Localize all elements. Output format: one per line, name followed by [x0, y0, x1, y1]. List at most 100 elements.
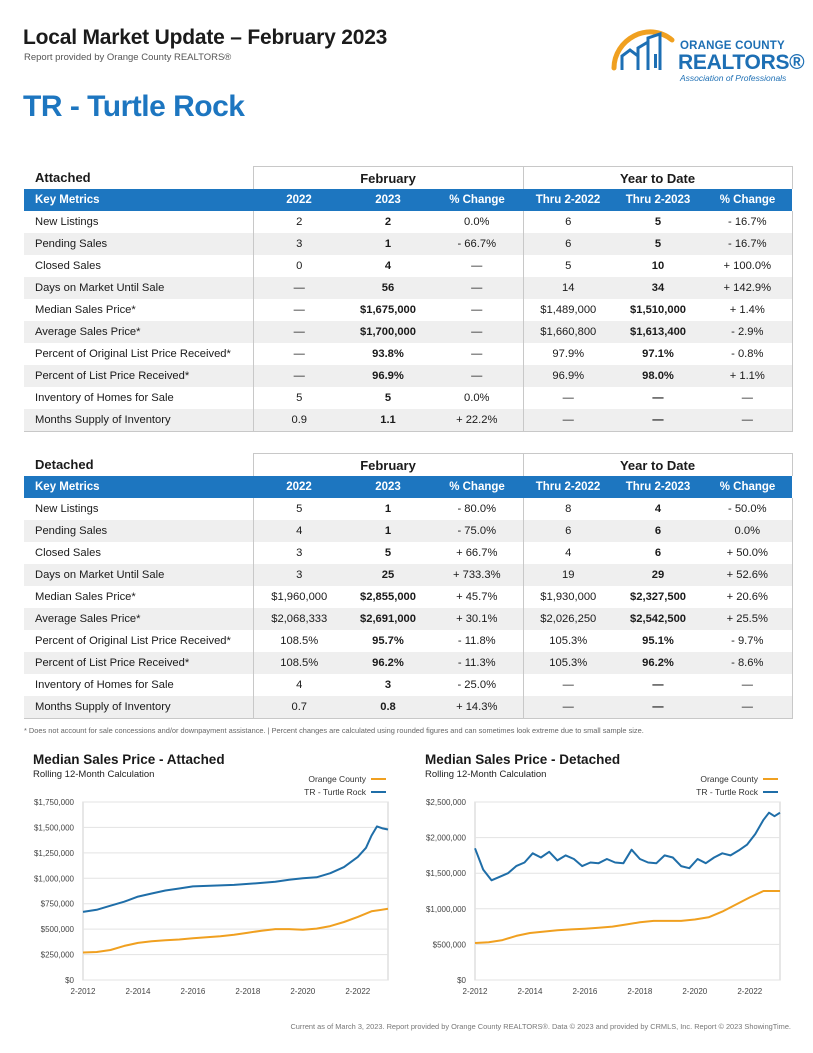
- metric-value: + 50.0%: [703, 542, 793, 564]
- metric-value: 105.3%: [522, 652, 614, 674]
- y-tick-label: $1,500,000: [34, 823, 75, 832]
- metric-value: 0: [252, 255, 345, 277]
- metric-value: —: [252, 321, 345, 343]
- metric-value: 1: [345, 233, 431, 255]
- metric-value: 5: [384, 392, 392, 404]
- house-logo-icon: [611, 29, 675, 71]
- column-header: 2022: [253, 189, 345, 211]
- metric-label: New Listings: [35, 503, 99, 515]
- attached-metrics-table: Attached February Year to Date Key Metrics 2…: [24, 166, 793, 432]
- y-tick-label: $250,000: [41, 951, 75, 960]
- column-header: 2023: [345, 476, 431, 498]
- metric-value: 6: [522, 211, 614, 233]
- table-row: Closed Sales 0 4 — 5 10 + 100.0%: [24, 255, 793, 277]
- metric-label: Months Supply of Inventory: [24, 409, 253, 432]
- metric-value: + 52.6%: [703, 564, 793, 586]
- metric-value: $1,930,000: [522, 586, 614, 608]
- metric-value: - 66.7%: [431, 233, 524, 255]
- metric-value: —: [613, 409, 704, 432]
- chart-title: Median Sales Price - Detached: [425, 752, 621, 767]
- metric-value: $2,068,333: [252, 608, 345, 630]
- x-tick-label: 2-2018: [235, 987, 260, 996]
- detached-chart: $0 $500,000 $1,000,000 $1,500,000 $2,000,000…: [426, 774, 781, 996]
- report-footer: Current as of March 3, 2023. Report prov…: [290, 1022, 791, 1031]
- metric-value: - 25.0%: [457, 679, 497, 691]
- metric-value: 14: [522, 277, 614, 299]
- metric-value: —: [703, 696, 793, 719]
- metric-value: 6: [522, 233, 614, 255]
- metric-label: Average Sales Price*: [24, 608, 253, 630]
- y-tick-label: $1,250,000: [34, 849, 75, 858]
- table-row: Average Sales Price* — $1,700,000— $1,660,8…: [24, 321, 793, 343]
- metric-value: 95.1%: [642, 635, 674, 647]
- y-tick-label: $750,000: [41, 900, 75, 909]
- metric-value: 0.0%: [464, 216, 490, 228]
- x-tick-label: 2-2014: [125, 987, 150, 996]
- x-tick-label: 2-2016: [180, 987, 205, 996]
- metric-value: 95.7%: [372, 635, 404, 647]
- metric-value: 34: [613, 277, 704, 299]
- column-header-row: Key Metrics 2022 2023% Change Thru 2-2022 Th…: [24, 189, 793, 211]
- detached-metrics-table: Detached February Year to Date Key Metrics 2…: [24, 453, 793, 719]
- metric-label: Days on Market Until Sale: [24, 564, 253, 586]
- x-tick-label: 2-2014: [517, 987, 542, 996]
- column-header: 2023: [345, 189, 431, 211]
- chart-title: Median Sales Price - Attached: [33, 752, 225, 767]
- metric-value: 6: [613, 520, 704, 542]
- column-header: % Change: [703, 189, 793, 211]
- y-tick-label: $1,500,000: [426, 869, 467, 878]
- metric-value: 4: [654, 503, 662, 515]
- metric-label: Days on Market Until Sale: [24, 277, 253, 299]
- metric-value: $2,327,500: [630, 591, 687, 603]
- metric-value: 108.5%: [252, 630, 345, 652]
- column-header: Thru 2-2023: [613, 476, 704, 498]
- metric-value: —: [471, 304, 483, 316]
- turtle-rock-line: [82, 825, 389, 913]
- metric-value: 1: [345, 520, 431, 542]
- metric-value: 8: [522, 498, 614, 520]
- x-tick-label: 2-2022: [737, 987, 762, 996]
- metric-value: $1,675,000: [360, 304, 416, 316]
- metric-value: 3: [384, 679, 392, 691]
- y-tick-label: $500,000: [41, 925, 75, 934]
- turtle-rock-line: [474, 811, 781, 882]
- metric-value: —: [522, 387, 614, 409]
- metric-value: + 100.0%: [703, 255, 793, 277]
- metric-value: 0.8: [345, 696, 431, 719]
- metric-value: —: [703, 387, 793, 409]
- metric-value: 0.0%: [464, 392, 490, 404]
- metric-label: Average Sales Price*: [24, 321, 253, 343]
- metric-value: - 11.3%: [431, 652, 524, 674]
- y-tick-label: $0: [457, 976, 466, 985]
- metric-value: 29: [613, 564, 704, 586]
- table-row: Closed Sales 3 5 + 66.7% 4 6 + 50.0%: [24, 542, 793, 564]
- metric-value: + 20.6%: [703, 586, 793, 608]
- metric-value: —: [431, 365, 524, 387]
- metric-value: 108.5%: [252, 652, 345, 674]
- metric-value: + 25.5%: [703, 608, 793, 630]
- metric-value: 98.0%: [613, 365, 704, 387]
- metric-value: —: [522, 409, 614, 432]
- column-header: Thru 2-2022: [523, 476, 614, 498]
- x-tick-label: 2-2016: [572, 987, 597, 996]
- plot-frame: [82, 801, 389, 981]
- metric-value: 1.1: [345, 409, 431, 432]
- legend-label: TR - Turtle Rock: [696, 787, 759, 797]
- metric-value: 97.9%: [522, 343, 614, 365]
- metric-value: 0.0%: [703, 520, 793, 542]
- metric-value: 3: [252, 542, 345, 564]
- table-row: Average Sales Price* $2,068,333 $2,691,000…: [24, 608, 793, 630]
- table-row: Days on Market Until Sale —56—14 34 + 142.9…: [24, 277, 793, 299]
- metric-value: —: [522, 696, 614, 719]
- footnote: * Does not account for sale concessions …: [24, 726, 644, 735]
- metric-value: + 66.7%: [456, 547, 498, 559]
- group-month-label: February: [252, 166, 524, 189]
- y-tick-label: $0: [65, 976, 74, 985]
- metric-value: 97.1%: [642, 348, 674, 360]
- column-header: Thru 2-2023: [613, 189, 704, 211]
- metric-value: —: [522, 674, 614, 696]
- table-row: Inventory of Homes for Sale 5 5 0.0% — — —: [24, 387, 793, 409]
- y-tick-label: $1,000,000: [34, 874, 75, 883]
- metric-label: Percent of Original List Price Received*: [35, 635, 231, 647]
- x-tick-label: 2-2022: [345, 987, 370, 996]
